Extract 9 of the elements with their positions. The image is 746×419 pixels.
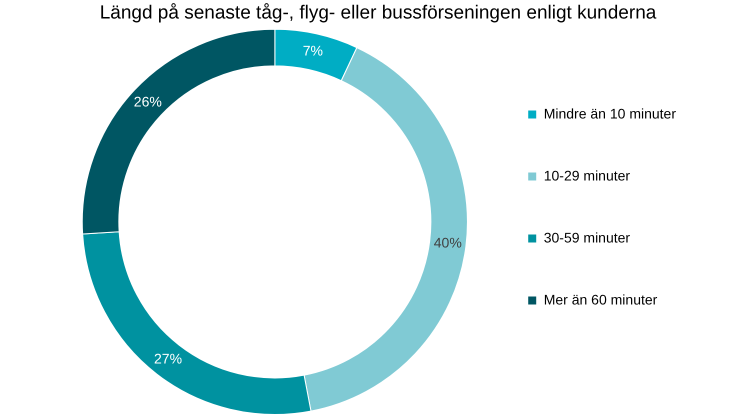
data-label: 7%	[302, 42, 323, 59]
legend-label: Mindre än 10 minuter	[544, 105, 676, 122]
data-label: 40%	[434, 234, 462, 251]
legend-label: Mer än 60 minuter	[544, 291, 658, 308]
data-label: 26%	[134, 93, 162, 110]
chart-title: Längd på senaste tåg-, flyg- eller bussförseningen enligt kunderna	[100, 2, 657, 24]
legend-label: 10-29 minuter	[544, 167, 630, 184]
legend-label: 30-59 minuter	[544, 229, 630, 246]
data-label: 27%	[154, 350, 182, 366]
